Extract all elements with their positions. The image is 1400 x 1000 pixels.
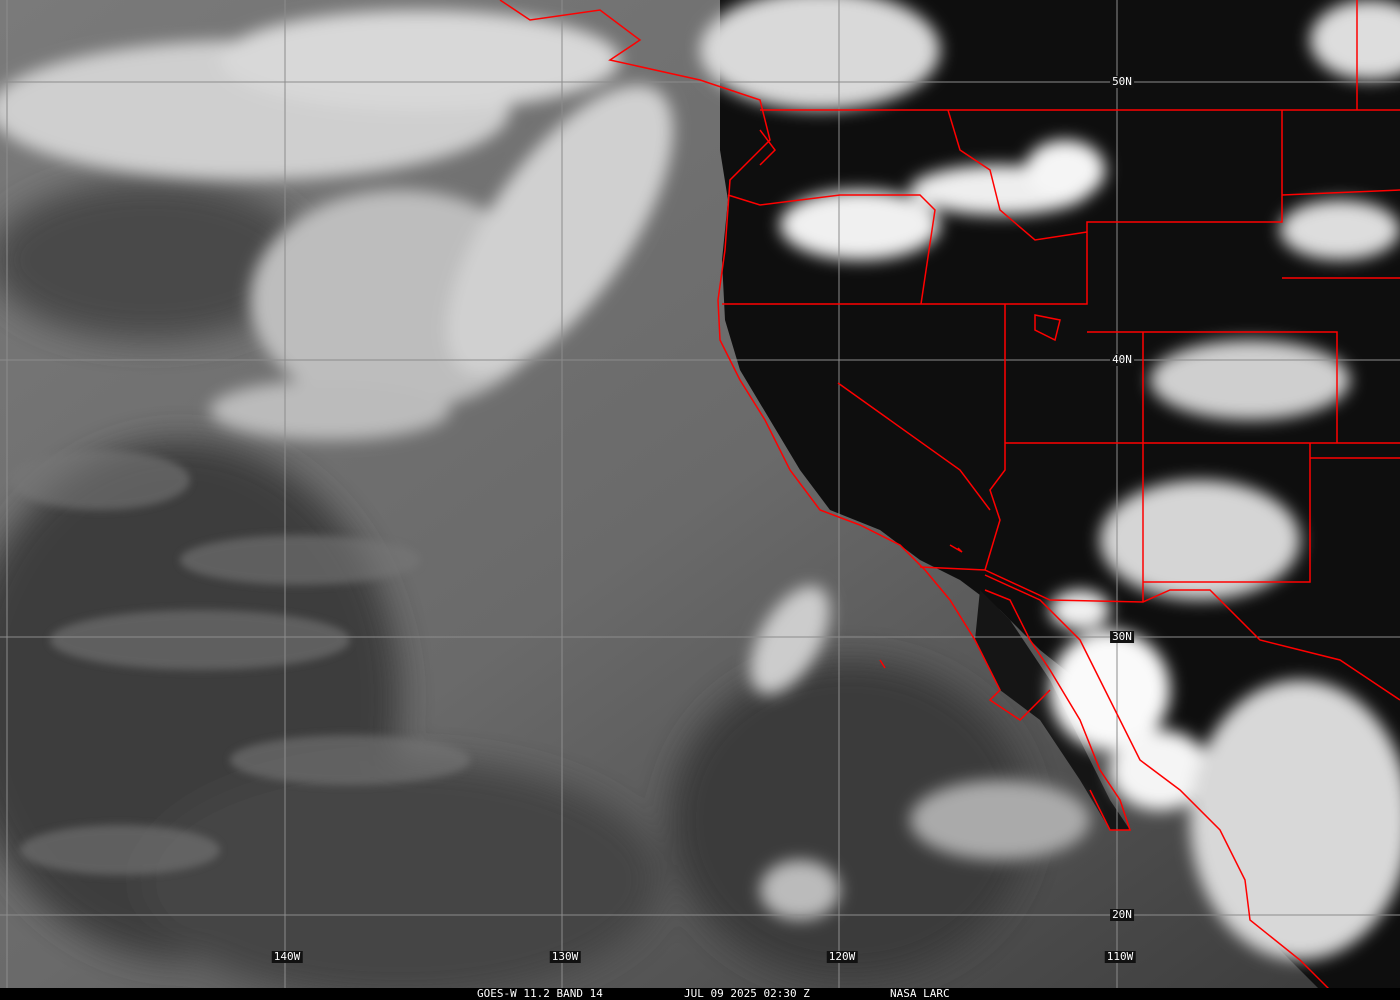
lon-label-130w: 130W	[549, 950, 581, 963]
lon-label-140w: 140W	[271, 950, 303, 963]
cloud-cover	[0, 0, 1400, 960]
lat-label-40n: 40N	[1110, 353, 1134, 366]
cumulus-texture	[10, 450, 470, 875]
lat-label-20n: 20N	[1110, 908, 1134, 921]
caption-datetime: JUL 09 2025 02:30 Z	[684, 987, 810, 1000]
state-borders	[722, 0, 1400, 602]
lon-label-120w: 120W	[826, 950, 858, 963]
political-borders	[499, 0, 1400, 991]
lon-label-110w: 110W	[1104, 950, 1136, 963]
lat-label-50n: 50N	[1110, 75, 1134, 88]
us-mexico-border	[919, 566, 1400, 701]
lat-label-30n: 30N	[1110, 630, 1134, 643]
caption-source: NASA LARC	[890, 987, 950, 1000]
baja-east-coast	[984, 589, 1132, 831]
west-coastline	[499, 0, 1051, 721]
baja-peninsula	[975, 590, 1130, 830]
caption-satellite: GOES-W 11.2 BAND 14	[477, 987, 603, 1000]
islands	[759, 129, 1061, 669]
caption-bar: GOES-W 11.2 BAND 14 JUL 09 2025 02:30 Z …	[0, 988, 1400, 1000]
mainland-mexico-coast	[984, 574, 1331, 991]
